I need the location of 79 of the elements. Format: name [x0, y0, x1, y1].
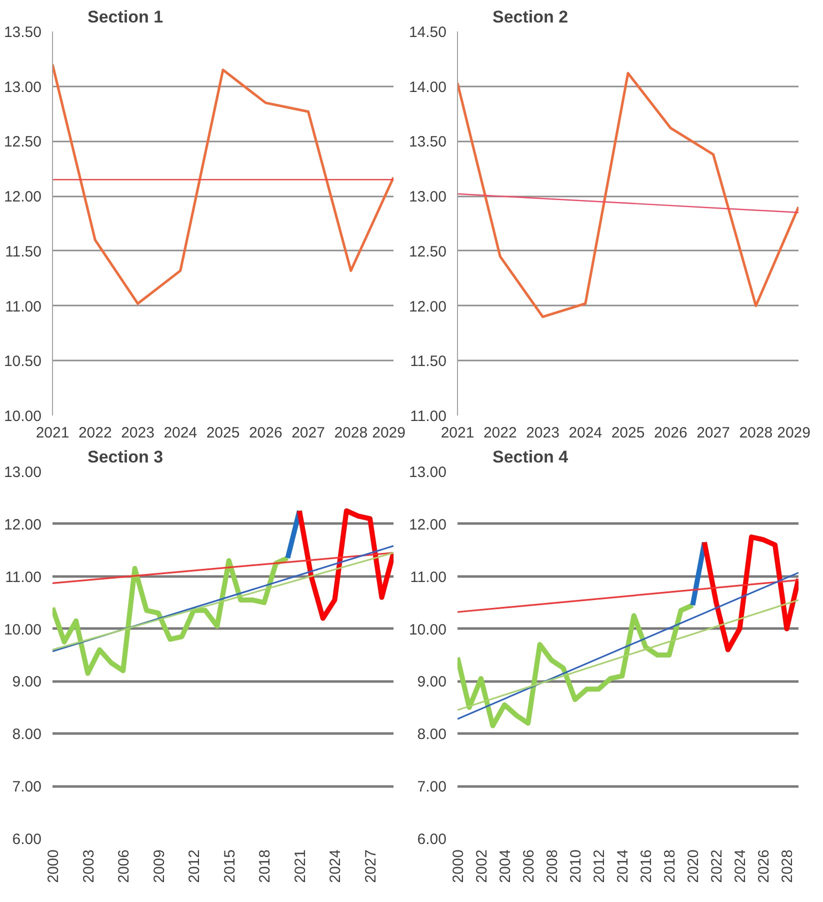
x-tick-label: 2012 — [186, 849, 204, 883]
y-tick-label: 11.00 — [5, 298, 42, 316]
x-tick-label: 2024 — [327, 849, 344, 883]
x-tick-label: 2023 — [121, 424, 154, 442]
x-tick-label: 2022 — [483, 424, 517, 442]
y-tick-label: 11.00 — [5, 568, 42, 586]
x-tick-label: 2022 — [78, 424, 112, 442]
chart-title: Section 2 — [492, 8, 568, 26]
y-tick-label: 12.00 — [408, 298, 447, 316]
x-tick-label: 2028 — [334, 424, 368, 442]
y-tick-label: 8.00 — [417, 726, 447, 744]
x-tick-label: 2028 — [739, 424, 773, 442]
y-tick-label: 13.50 — [408, 134, 447, 151]
x-tick-label: 2018 — [662, 849, 679, 883]
x-tick-label: 2006 — [520, 849, 538, 883]
y-tick-label: 10.50 — [4, 353, 42, 370]
y-tick-label: 6.00 — [12, 831, 42, 848]
x-tick-label: 2004 — [497, 849, 514, 883]
y-tick-label: 12.50 — [4, 134, 42, 151]
x-tick-label: 2024 — [568, 424, 602, 442]
y-tick-label: 7.00 — [12, 778, 42, 796]
y-tick-label: 12.00 — [4, 516, 42, 534]
x-tick-label: 2024 — [732, 849, 750, 883]
y-tick-label: 13.00 — [4, 464, 42, 481]
y-tick-label: 9.00 — [12, 674, 42, 691]
y-tick-label: 11.50 — [5, 243, 42, 260]
y-tick-label: 12.00 — [4, 188, 42, 206]
y-tick-label: 8.00 — [12, 726, 42, 744]
chart-title: Section 1 — [88, 8, 164, 26]
x-tick-label: 2025 — [206, 424, 240, 442]
y-tick-label: 11.50 — [410, 353, 447, 370]
y-tick-label: 10.00 — [408, 621, 447, 638]
x-tick-label: 2027 — [292, 424, 325, 442]
x-tick-label: 2018 — [256, 849, 274, 883]
x-tick-label: 2020 — [685, 849, 702, 883]
y-tick-label: 13.00 — [408, 188, 447, 206]
y-tick-label: 13.00 — [408, 464, 447, 481]
y-tick-label: 14.00 — [408, 78, 447, 96]
y-tick-label: 13.00 — [4, 78, 42, 96]
x-tick-label: 2026 — [756, 849, 773, 883]
y-tick-label: 12.00 — [408, 516, 447, 534]
x-tick-label: 2026 — [248, 424, 282, 442]
y-tick-label: 7.00 — [417, 778, 447, 796]
x-tick-label: 2028 — [779, 849, 796, 883]
y-tick-label: 9.00 — [417, 674, 447, 691]
x-tick-label: 2027 — [362, 849, 380, 883]
x-tick-label: 2014 — [614, 849, 632, 883]
x-tick-label: 2010 — [568, 849, 585, 883]
x-tick-label: 2016 — [638, 849, 656, 883]
x-tick-label: 2023 — [526, 424, 560, 442]
y-tick-label: 10.00 — [4, 621, 42, 638]
y-tick-label: 11.00 — [410, 568, 447, 586]
x-tick-label: 2000 — [450, 849, 467, 883]
x-tick-label: 2021 — [36, 424, 70, 442]
x-tick-label: 2000 — [45, 849, 62, 883]
y-tick-label: 13.50 — [4, 24, 42, 41]
y-tick-label: 10.00 — [4, 408, 42, 425]
y-tick-label: 12.50 — [408, 243, 447, 260]
x-tick-label: 2026 — [654, 424, 688, 442]
x-tick-label: 2025 — [611, 424, 645, 442]
y-tick-label: 14.50 — [408, 24, 447, 41]
x-tick-label: 2009 — [150, 849, 168, 883]
x-tick-label: 2015 — [221, 849, 238, 883]
x-tick-label: 2003 — [80, 849, 98, 883]
x-tick-label: 2002 — [474, 849, 491, 883]
x-tick-label: 2021 — [440, 424, 474, 442]
x-tick-label: 2027 — [696, 424, 730, 442]
chart-title: Section 3 — [88, 448, 164, 466]
y-tick-label: 6.00 — [417, 831, 447, 848]
x-tick-label: 2029 — [777, 424, 811, 442]
chart-title: Section 4 — [492, 448, 569, 466]
x-tick-label: 2008 — [544, 849, 562, 883]
x-tick-label: 2029 — [372, 424, 406, 442]
y-tick-label: 11.00 — [410, 408, 447, 425]
x-tick-label: 2006 — [116, 849, 133, 883]
x-tick-label: 2022 — [708, 849, 726, 883]
x-tick-label: 2021 — [292, 849, 309, 883]
x-tick-label: 2024 — [164, 424, 198, 442]
x-tick-label: 2012 — [591, 849, 608, 883]
